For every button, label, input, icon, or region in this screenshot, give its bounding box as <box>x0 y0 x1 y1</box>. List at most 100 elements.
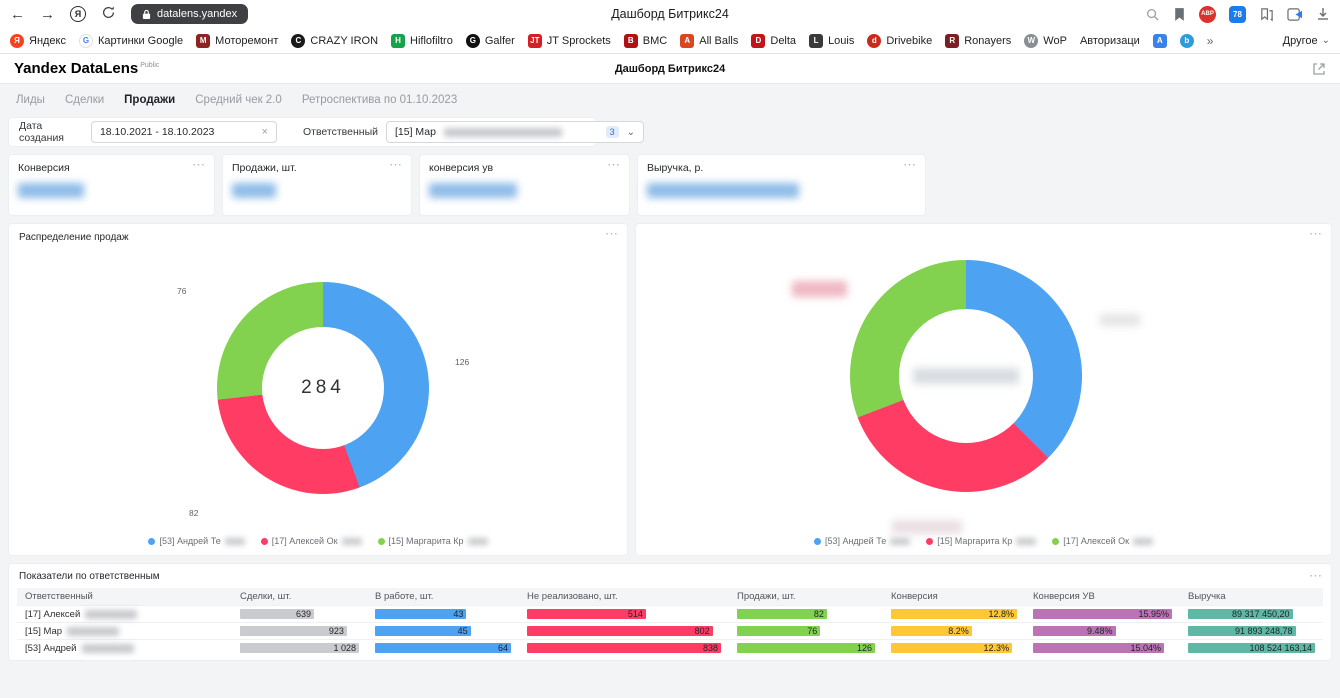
bookmark-item[interactable]: Я Яндекс <box>10 33 66 48</box>
metric-bar: 64 <box>375 643 511 653</box>
tab-sredniy-chek[interactable]: Средний чек 2.0 <box>195 94 282 106</box>
legend-item[interactable]: [53] Андрей Те <box>148 536 245 546</box>
column-header[interactable]: Не реализовано, шт. <box>527 591 618 602</box>
address-bar[interactable]: datalens.yandex <box>131 4 249 24</box>
responsible-filter: Ответственный [15] Мар 3 ⌄ <box>303 121 644 143</box>
refresh-icon[interactable] <box>101 5 116 23</box>
metric-value: 514 <box>627 609 643 619</box>
legend-item[interactable]: [17] Алексей Ок <box>260 536 362 546</box>
bookmark-label: WoP <box>1043 34 1067 47</box>
bookmark-item[interactable]: d Drivebike <box>867 33 932 48</box>
bookmark-item[interactable]: W WoP <box>1024 33 1067 48</box>
bookmark-item[interactable]: A <box>1152 33 1167 48</box>
bookmarks-overflow-icon[interactable]: » <box>1206 33 1214 48</box>
date-range-input[interactable]: 18.10.2021 - 18.10.2023 × <box>90 121 277 143</box>
column-header[interactable]: Конверсия <box>891 591 938 602</box>
legend-item[interactable]: [17] Алексей Ок <box>1052 536 1154 546</box>
legend-item[interactable]: [15] Маргарита Кр <box>926 536 1037 546</box>
legend-item[interactable]: [15] Маргарита Кр <box>377 536 488 546</box>
metric-value: 76 <box>807 626 818 636</box>
tab-lidy[interactable]: Лиды <box>16 94 45 106</box>
tab-sdelki[interactable]: Сделки <box>64 94 105 106</box>
kebab-menu-icon[interactable]: ⋯ <box>192 157 206 172</box>
metric-value: 802 <box>694 626 710 636</box>
column-header[interactable]: Ответственный <box>25 591 93 602</box>
search-icon[interactable] <box>1145 7 1160 22</box>
blurred-value <box>429 183 517 198</box>
url-text: datalens.yandex <box>157 8 238 20</box>
blurred-label <box>892 520 962 534</box>
filters-panel: Дата создания 18.10.2021 - 18.10.2023 × … <box>8 117 644 147</box>
sidebar-panel-icon[interactable] <box>1287 7 1303 22</box>
kebab-menu-icon[interactable]: ⋯ <box>1309 568 1323 583</box>
donut-chart[interactable]: 284 <box>217 282 429 494</box>
forward-icon[interactable]: → <box>40 5 55 23</box>
bookmark-item[interactable]: G Картинки Google <box>79 33 183 48</box>
kebab-menu-icon[interactable]: ⋯ <box>607 157 621 172</box>
browser-toolbar: ← → Я datalens.yandex Дашборд Битрикс24 … <box>0 0 1340 28</box>
legend-dot <box>148 537 156 545</box>
toolbar-right-icons: ABP 78 <box>1145 5 1330 23</box>
kpi-card-conversion-uv: конверсия ув ⋯ <box>419 154 630 216</box>
yandex-icon[interactable]: Я <box>70 6 86 22</box>
column-header[interactable]: Продажи, шт. <box>737 591 796 602</box>
bookmark-item[interactable]: B BMC <box>623 33 667 48</box>
metric-bar: 9.48% <box>1033 626 1116 636</box>
bookmark-item[interactable]: М Моторемонт <box>196 33 278 48</box>
donut-center: 284 <box>262 327 384 449</box>
metric-bar: 76 <box>737 626 821 636</box>
column-header[interactable]: Выручка <box>1188 591 1226 602</box>
column-header[interactable]: Сделки, шт. <box>240 591 292 602</box>
bookmark-icon[interactable] <box>1173 7 1186 22</box>
metric-value: 82 <box>813 609 824 619</box>
bookmark-item[interactable]: b <box>1179 33 1194 48</box>
datalens-logo[interactable]: Yandex DataLens Public <box>14 60 159 77</box>
collections-icon[interactable] <box>1259 7 1274 22</box>
kpi-card-sales: Продажи, шт. ⋯ <box>222 154 412 216</box>
bookmark-item[interactable]: JT JT Sprockets <box>527 33 611 48</box>
bookmark-item[interactable]: Авторизаци <box>1080 35 1140 47</box>
revenue-distribution-chart: ⋯ [53] Андрей Те [15] Маргарита Кр <box>635 223 1332 556</box>
bookmark-item[interactable]: H Hiflofiltro <box>391 33 453 48</box>
adblock-icon[interactable]: ABP <box>1199 5 1216 23</box>
chart-legend: [53] Андрей Те [15] Маргарита Кр [17] Ал… <box>636 536 1331 546</box>
column-header[interactable]: Конверсия УВ <box>1033 591 1095 602</box>
favicon: H <box>391 33 406 48</box>
table-row[interactable]: [53] Андрей 1 028 64 838 126 12.3% 15.04% 108 5… <box>17 639 1323 656</box>
blurred-text <box>443 127 562 137</box>
other-folder-label: Другое <box>1282 34 1318 47</box>
metric-value: 45 <box>457 626 468 636</box>
legend-dot <box>377 537 385 545</box>
legend-item[interactable]: [53] Андрей Те <box>813 536 911 546</box>
bookmark-item[interactable]: R Ronayers <box>945 33 1011 48</box>
column-header[interactable]: В работе, шт. <box>375 591 434 602</box>
table-row[interactable]: [17] Алексей 639 43 514 82 12.8% 15.95% 89 317 … <box>17 605 1323 622</box>
responsible-metrics-table: Показатели по ответственным ⋯ Ответствен… <box>8 563 1332 661</box>
favicon: d <box>867 33 882 48</box>
donut-chart[interactable] <box>850 260 1082 492</box>
tab-counter-badge[interactable]: 78 <box>1229 5 1246 23</box>
kebab-menu-icon[interactable]: ⋯ <box>1309 226 1323 241</box>
responsible-select[interactable]: [15] Мар 3 ⌄ <box>386 121 644 143</box>
tab-prodazhi[interactable]: Продажи <box>124 94 176 106</box>
bookmark-item[interactable]: L Louis <box>809 33 854 48</box>
table-row[interactable]: [15] Мар 923 45 802 76 8.2% 9.48% 91 893 248,78 <box>17 622 1323 639</box>
bookmarks-other-folder[interactable]: Другое ⌄ <box>1283 35 1330 47</box>
bookmark-item[interactable]: A All Balls <box>680 33 738 48</box>
blurred-text <box>85 609 138 619</box>
kebab-menu-icon[interactable]: ⋯ <box>903 157 917 172</box>
kebab-menu-icon[interactable]: ⋯ <box>389 157 403 172</box>
kebab-menu-icon[interactable]: ⋯ <box>605 226 619 241</box>
back-icon[interactable]: ← <box>10 5 25 23</box>
tab-retrospektiva[interactable]: Ретроспектива по 01.10.2023 <box>301 94 458 106</box>
clear-icon[interactable]: × <box>261 126 268 138</box>
bookmark-item[interactable]: G Galfer <box>465 33 515 48</box>
download-icon[interactable] <box>1316 7 1330 22</box>
metric-value: 126 <box>856 643 872 653</box>
table-title: Показатели по ответственным <box>19 571 160 582</box>
metric-value: 838 <box>702 643 718 653</box>
chart-legend: [53] Андрей Те [17] Алексей Ок [15] Марг… <box>9 536 627 546</box>
bookmark-item[interactable]: D Delta <box>751 33 796 48</box>
share-icon[interactable] <box>1312 62 1326 76</box>
bookmark-item[interactable]: C CRAZY IRON <box>291 33 378 48</box>
